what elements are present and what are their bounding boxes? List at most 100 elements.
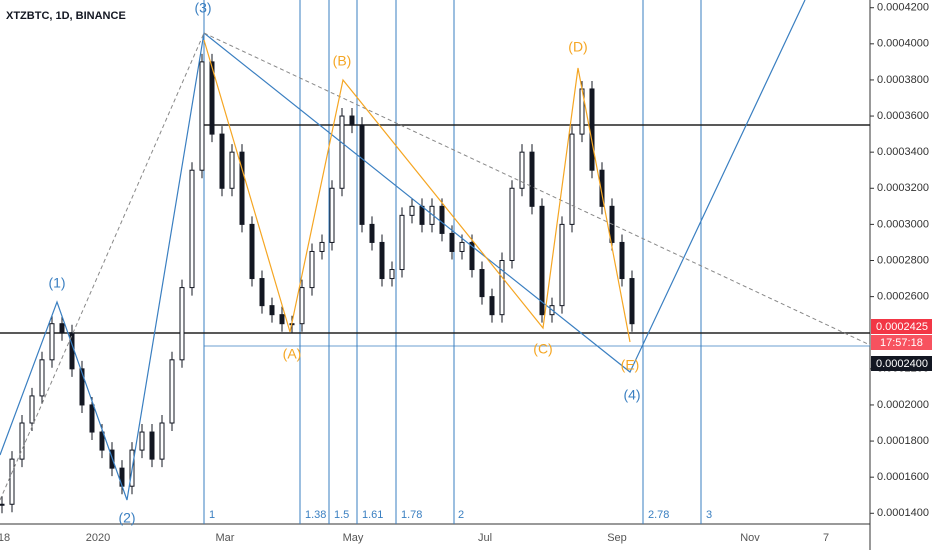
candle [479, 269, 485, 298]
y-tick-label: 0.0003600 [877, 110, 929, 122]
trend-line [0, 32, 205, 501]
candle [279, 314, 285, 325]
fib-label: 3 [706, 509, 712, 521]
y-tick-label: 0.0001800 [877, 435, 929, 447]
candle [59, 323, 65, 334]
candle [79, 368, 85, 406]
impulse-wave [0, 0, 806, 501]
candle [179, 287, 185, 361]
candle [499, 260, 505, 316]
fib-label: 1 [209, 509, 215, 521]
x-tick-label: 18 [0, 532, 10, 544]
candle [469, 241, 475, 271]
x-tick-label: 7 [823, 532, 829, 544]
y-tick-label: 0.0002600 [877, 291, 929, 303]
waves [0, 0, 871, 501]
candle [319, 241, 325, 252]
candle [189, 169, 195, 289]
y-tick-label: 0.0003000 [877, 218, 929, 230]
candle [369, 223, 375, 243]
x-tick-label: Sep [607, 532, 627, 544]
y-tick-label: 0.0002000 [877, 399, 929, 411]
candle [489, 296, 495, 316]
fib-label: 2 [458, 509, 464, 521]
candle [139, 431, 145, 451]
candle [459, 241, 465, 252]
fib-label: 1.5 [334, 509, 349, 521]
candle [619, 241, 625, 280]
wave-label: (D) [568, 39, 587, 55]
y-tick-label: 0.0003800 [877, 74, 929, 86]
x-tick-label: 2020 [86, 532, 110, 544]
x-tick-label: May [343, 532, 364, 544]
y-tick-label: 0.0003400 [877, 146, 929, 158]
x-tick-label: Mar [216, 532, 235, 544]
wave-label: (A) [283, 346, 302, 362]
candle [379, 241, 385, 280]
candle [99, 431, 105, 451]
candle [29, 395, 35, 424]
y-tick-label: 0.0002800 [877, 254, 929, 266]
candles [0, 53, 635, 514]
candle [269, 305, 275, 316]
y-tick-label: 0.0004200 [877, 2, 929, 14]
y-tick-label: 0.0004000 [877, 38, 929, 50]
y-tick-label: 0.0001400 [877, 507, 929, 519]
wave-label: (4) [623, 387, 640, 403]
chart-title: XTZBTC, 1D, BINANCE [6, 10, 126, 22]
fib-label: 1.78 [401, 509, 422, 521]
candle [309, 250, 315, 289]
fib-label: 1.38 [305, 509, 326, 521]
last-price-tag [871, 319, 932, 334]
candle [449, 232, 455, 252]
wave-label: (2) [118, 510, 135, 526]
candle [439, 205, 445, 234]
trend-line [203, 32, 871, 346]
candle [239, 151, 245, 225]
candle [339, 115, 345, 189]
candle [409, 205, 415, 216]
wave-label: (E) [621, 357, 640, 373]
candle [399, 214, 405, 271]
last-price: 0.0002425 [876, 321, 928, 333]
price-axis: 0.0001400 0.0001600 0.0001800 0.0002000 0.00… [870, 2, 929, 519]
x-tick-label: Jul [478, 532, 492, 544]
candle [559, 223, 565, 307]
candle [219, 133, 225, 189]
candle [349, 115, 355, 126]
candle [259, 278, 265, 307]
fib-label: 2.78 [648, 509, 669, 521]
countdown: 17:57:18 [880, 337, 923, 349]
wave-label: (B) [333, 53, 352, 69]
wave-label: (C) [533, 341, 552, 357]
candle [229, 151, 235, 189]
candle [569, 133, 575, 225]
candle [199, 61, 205, 171]
candle [49, 323, 55, 361]
level-price: 0.0002400 [876, 358, 928, 370]
candle [169, 359, 175, 424]
candle [419, 205, 425, 225]
candle [9, 458, 15, 505]
candle [149, 431, 155, 460]
candle [359, 124, 365, 225]
candle [509, 187, 515, 261]
candle [0, 503, 5, 506]
candle [19, 422, 25, 460]
candle [209, 61, 215, 135]
candle [159, 422, 165, 460]
x-tick-label: Nov [740, 532, 760, 544]
candle [629, 278, 635, 325]
y-tick-label: 0.0003200 [877, 182, 929, 194]
candle [529, 151, 535, 207]
wave-label: (3) [194, 0, 211, 16]
candle [539, 205, 545, 316]
y-tick-label: 0.0001600 [877, 471, 929, 483]
countdown-tag [871, 335, 932, 350]
level-tag [871, 356, 932, 371]
candle [329, 187, 335, 243]
candle [299, 287, 305, 325]
candle [89, 404, 95, 433]
